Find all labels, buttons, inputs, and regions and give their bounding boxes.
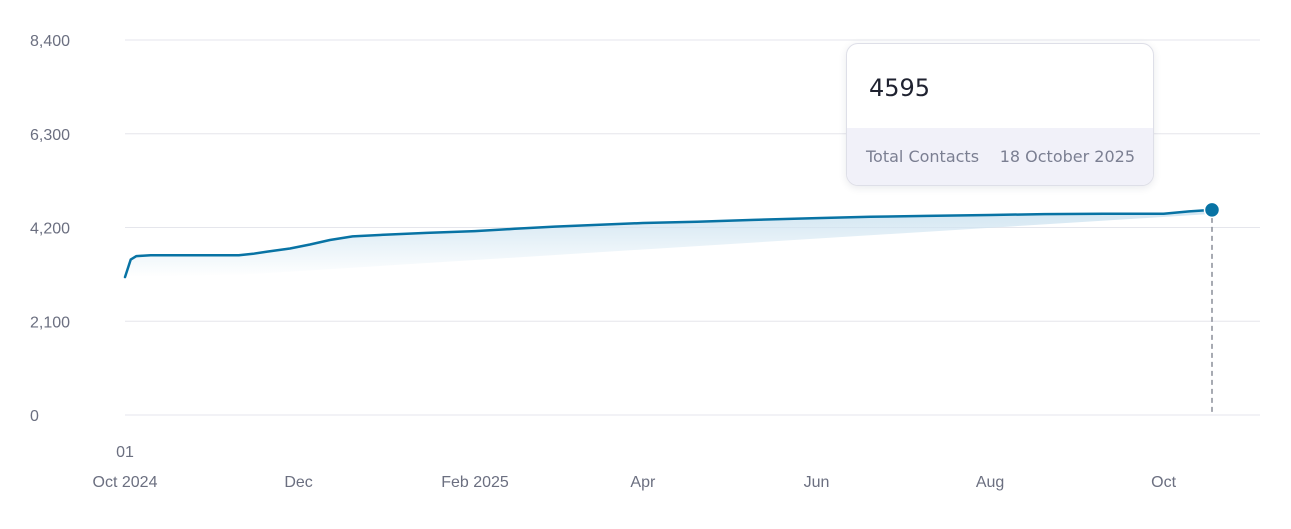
tooltip-series-label: Total Contacts [866, 147, 980, 166]
x-tick-label: Feb 2025 [441, 474, 509, 491]
tooltip-date: 18 October 2025 [999, 147, 1135, 166]
y-tick-label: 4,200 [30, 221, 70, 238]
x-tick-label: 01 [116, 444, 134, 461]
tooltip-footer: Total Contacts 18 October 2025 [847, 128, 1153, 185]
y-tick-label: 8,400 [30, 33, 70, 50]
hover-tooltip: 4595 Total Contacts 18 October 2025 [846, 43, 1154, 186]
x-tick-label: Oct [1151, 474, 1176, 491]
hover-marker [1203, 201, 1221, 415]
y-axis-labels: 0 2,100 4,200 6,300 8,400 [30, 33, 70, 425]
tooltip-value: 4595 [869, 74, 931, 102]
x-axis-labels: 01 Oct 2024 Dec Feb 2025 Apr Jun Aug Oct [93, 444, 1177, 491]
series-line [123, 208, 1214, 279]
x-tick-label: Apr [630, 474, 656, 491]
x-tick-label-secondary: Oct 2024 [93, 474, 158, 491]
x-tick-label: Dec [284, 474, 312, 491]
y-tick-label: 0 [30, 408, 39, 425]
y-tick-label: 6,300 [30, 127, 70, 144]
hover-point [1203, 201, 1221, 219]
x-tick-label: Aug [976, 474, 1004, 491]
x-tick-label: Jun [804, 474, 830, 491]
series-total-contacts [123, 208, 1214, 279]
series-area-fill [125, 209, 1212, 278]
y-tick-label: 2,100 [30, 314, 70, 331]
